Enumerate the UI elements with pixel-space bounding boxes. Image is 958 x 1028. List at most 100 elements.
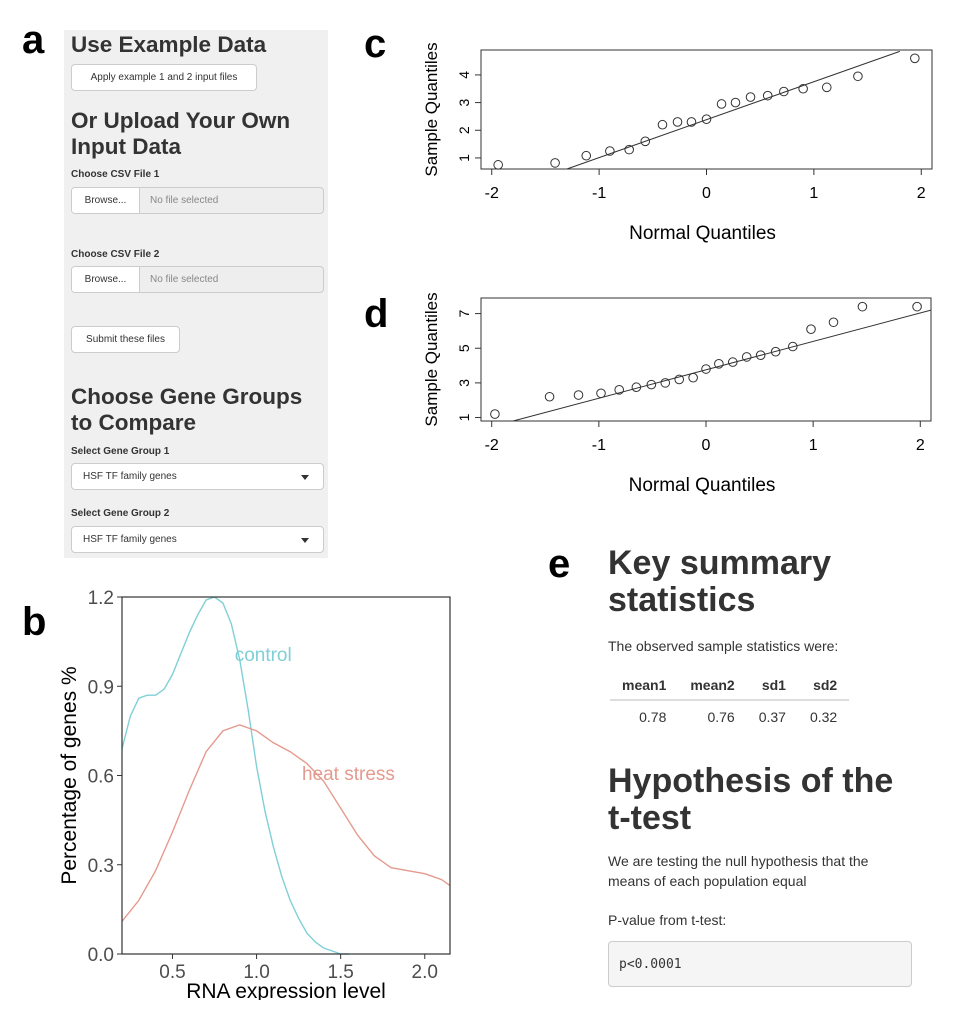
file1-browse-button[interactable]: Browse... [72, 188, 140, 213]
qq-point [828, 317, 839, 328]
qq-reference-line [566, 50, 900, 170]
group2-value: HSF TF family genes [83, 534, 177, 545]
y-tick-label: 0.3 [88, 856, 114, 877]
qq-point [912, 301, 922, 312]
apply-example-button[interactable]: Apply example 1 and 2 input files [71, 64, 257, 91]
y-axis-label: Percentage of genes % [58, 666, 81, 884]
submit-files-button[interactable]: Submit these files [71, 326, 180, 353]
chevron-down-icon [301, 538, 309, 543]
x-axis-label: Normal Quantiles [629, 475, 776, 496]
stats-mean2: 0.76 [707, 709, 735, 725]
file1-label: Choose CSV File 1 [71, 169, 160, 180]
qq-point [716, 99, 727, 109]
y-tick-label: 0.9 [88, 677, 114, 698]
qq-point [573, 390, 584, 400]
qq-point [493, 160, 503, 170]
panel-letter-d: d [364, 292, 389, 336]
file1-input[interactable]: Browse... No file selected [71, 187, 324, 214]
x-tick-label: -2 [485, 437, 499, 454]
panel-letter-c: c [364, 22, 387, 66]
stats-sd2: 0.32 [809, 709, 838, 725]
qq-point [581, 150, 592, 161]
hypothesis-text: We are testing the null hypothesis that … [608, 853, 869, 889]
qq-point [688, 372, 698, 383]
series-line-control [121, 596, 350, 955]
y-tick-label: 0.0 [88, 945, 114, 966]
qq-point [745, 92, 756, 102]
qq-point [701, 114, 712, 124]
stats-col-mean1: mean1 [610, 673, 679, 701]
file2-status: No file selected [150, 274, 219, 285]
stats-col-mean2: mean2 [678, 673, 747, 701]
chevron-down-icon [301, 475, 309, 480]
qq-point [544, 391, 555, 402]
qq-point [672, 117, 683, 127]
panel-letter-e: e [548, 542, 571, 586]
qq-point [798, 83, 808, 94]
qq-point [714, 359, 724, 369]
plot-frame [480, 297, 932, 422]
qq-point [631, 382, 642, 393]
table-row: 0.78 0.76 0.37 0.32 [610, 700, 849, 729]
group1-value: HSF TF family genes [83, 471, 177, 482]
qq-plot-2: -2 -1 0 1 2 1 3 5 7 Normal Quantiles Sample Quanti… [422, 292, 932, 496]
panel-letter-b: b [22, 600, 47, 644]
sidebar-panel: Use Example Data Apply example 1 and 2 i… [64, 30, 328, 558]
example-heading: Use Example Data [71, 32, 267, 57]
group1-label: Select Gene Group 1 [71, 446, 170, 457]
stats-mean1: 0.78 [639, 709, 667, 725]
x-tick-label: 2.0 [412, 962, 438, 983]
qq-point [755, 350, 766, 360]
y-tick-label: 1 [456, 413, 472, 421]
qq-point [727, 357, 738, 367]
group2-select[interactable]: HSF TF family genes [71, 526, 324, 553]
qq-point [741, 352, 752, 362]
hypothesis-heading: Hypothesis of the t-test [608, 762, 894, 837]
qq-point [787, 341, 798, 352]
x-tick-label: 0 [702, 437, 711, 454]
file2-browse-button[interactable]: Browse... [72, 267, 140, 292]
y-tick-label: 4 [456, 71, 472, 79]
x-tick-label: 0 [702, 185, 711, 202]
qq-plot-1: -2 -1 0 1 2 1 2 3 4 Normal Quantiles Sample Quanti… [422, 42, 933, 244]
x-tick-label: 1 [809, 437, 818, 454]
plot-frame [480, 49, 933, 170]
qq-point [857, 301, 868, 312]
qq-point [596, 388, 606, 399]
y-tick-label: 7 [456, 309, 472, 317]
x-tick-label: 1.5 [327, 962, 353, 983]
qq-point [730, 97, 741, 108]
qq-point [674, 374, 685, 385]
x-tick-label: -2 [485, 185, 499, 202]
file1-status: No file selected [150, 195, 219, 206]
qq-reference-line [513, 309, 932, 422]
series-line-heat-stress [121, 724, 451, 922]
y-tick-label: 5 [456, 344, 472, 352]
qq-point [853, 71, 863, 82]
qq-point [490, 409, 500, 419]
stats-table: mean1 mean2 sd1 sd2 0.78 0.76 0.37 0.32 [610, 673, 850, 729]
stats-sd1: 0.37 [758, 709, 786, 725]
y-tick-label: 0.6 [88, 767, 114, 788]
y-tick-label: 1.2 [88, 588, 114, 609]
y-tick-label: 3 [456, 379, 472, 387]
qq-point [550, 158, 560, 168]
x-tick-label: -1 [592, 185, 606, 202]
qq-point [657, 119, 668, 130]
x-tick-label: 2 [916, 437, 925, 454]
qq-point [605, 146, 615, 156]
group1-select[interactable]: HSF TF family genes [71, 463, 324, 490]
pvalue-label: P-value from t-test: [608, 912, 727, 928]
y-tick-label: 2 [456, 126, 472, 134]
y-axis-label: Sample Quantiles [422, 42, 441, 176]
qq-point [660, 378, 671, 388]
series-label-control: control [235, 645, 292, 666]
file2-input[interactable]: Browse... No file selected [71, 266, 324, 293]
groups-heading: Choose Gene Groups to Compare [71, 384, 303, 435]
stats-col-sd1: sd1 [746, 673, 798, 701]
qq-point [762, 90, 773, 101]
qq-point [770, 346, 781, 357]
qq-point [640, 136, 651, 147]
y-tick-label: 3 [456, 98, 472, 106]
series-label-heat-stress: heat stress [302, 764, 395, 785]
